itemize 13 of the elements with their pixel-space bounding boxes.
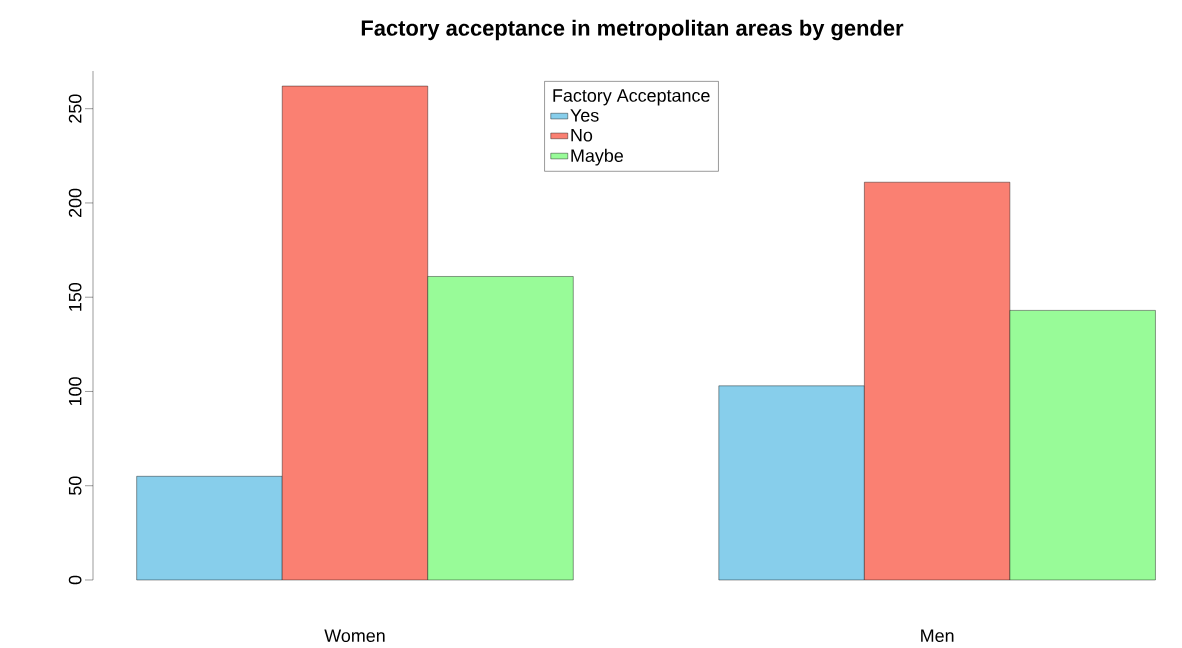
y-tick-label: 100 (68, 377, 82, 406)
chart-title: Factory acceptance in metropolitan areas by gender (361, 19, 904, 41)
x-tick-label: Women (324, 629, 385, 643)
x-tick-label: Men (921, 629, 954, 643)
y-tick-label: 50 (68, 476, 82, 495)
y-tick-label: 250 (68, 94, 82, 123)
legend-label: No (571, 128, 593, 142)
y-tick-label: 0 (68, 575, 82, 585)
legend-label: Maybe (571, 148, 623, 166)
legend-title: Factory Acceptance (553, 89, 710, 106)
y-tick-label: 200 (68, 188, 82, 217)
y-tick-label: 150 (68, 282, 82, 311)
legend-label: Yes (570, 109, 599, 122)
